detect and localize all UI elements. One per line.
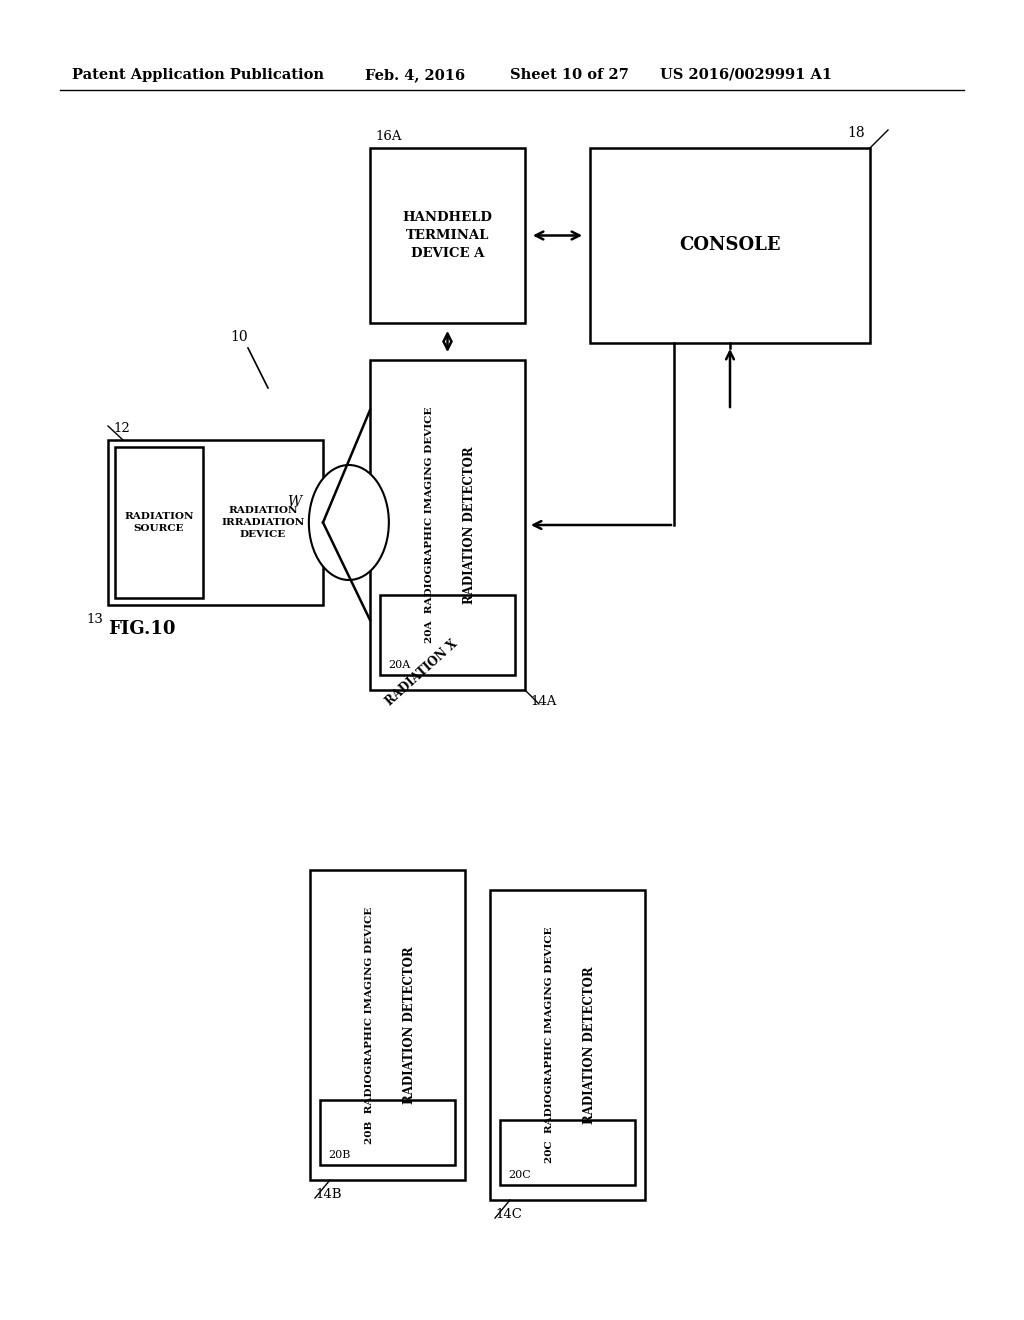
Bar: [310, 870, 465, 1180]
Text: 13: 13: [86, 612, 103, 626]
Bar: [319, 1100, 455, 1166]
Text: 20B: 20B: [328, 1150, 350, 1160]
Text: 16A: 16A: [375, 129, 401, 143]
Text: RADIATION
SOURCE: RADIATION SOURCE: [124, 512, 194, 533]
Bar: [108, 440, 323, 605]
Bar: [380, 595, 515, 675]
Text: 20A  RADIOGRAPHIC IMAGING DEVICE: 20A RADIOGRAPHIC IMAGING DEVICE: [425, 407, 434, 643]
Text: 14C: 14C: [495, 1208, 522, 1221]
Text: 20A: 20A: [388, 660, 411, 671]
Bar: [370, 360, 525, 690]
Text: HANDHELD
TERMINAL
DEVICE A: HANDHELD TERMINAL DEVICE A: [402, 211, 493, 260]
Text: Feb. 4, 2016: Feb. 4, 2016: [365, 69, 465, 82]
Bar: [115, 447, 203, 598]
Bar: [500, 1119, 635, 1185]
Text: RADIATION DETECTOR: RADIATION DETECTOR: [463, 446, 476, 603]
Text: 14A: 14A: [530, 696, 556, 708]
Text: 10: 10: [230, 330, 248, 345]
Text: 20C  RADIOGRAPHIC IMAGING DEVICE: 20C RADIOGRAPHIC IMAGING DEVICE: [545, 927, 554, 1163]
Text: 12: 12: [113, 422, 130, 436]
Text: 18: 18: [848, 125, 865, 140]
Bar: [490, 890, 645, 1200]
Text: W: W: [287, 495, 301, 510]
Text: FIG.10: FIG.10: [108, 620, 175, 638]
Bar: [590, 148, 870, 343]
Text: US 2016/0029991 A1: US 2016/0029991 A1: [660, 69, 833, 82]
Text: CONSOLE: CONSOLE: [679, 236, 780, 255]
Text: RADIATION X: RADIATION X: [383, 638, 460, 709]
Text: Patent Application Publication: Patent Application Publication: [72, 69, 324, 82]
Text: RADIATION
IRRADIATION
DEVICE: RADIATION IRRADIATION DEVICE: [221, 506, 304, 539]
Ellipse shape: [309, 465, 389, 579]
Text: RADIATION DETECTOR: RADIATION DETECTOR: [583, 966, 596, 1123]
Text: 20C: 20C: [508, 1170, 530, 1180]
Text: 14B: 14B: [315, 1188, 341, 1201]
Text: RADIATION DETECTOR: RADIATION DETECTOR: [403, 946, 416, 1104]
Text: 20B  RADIOGRAPHIC IMAGING DEVICE: 20B RADIOGRAPHIC IMAGING DEVICE: [365, 907, 374, 1143]
Text: Sheet 10 of 27: Sheet 10 of 27: [510, 69, 629, 82]
Bar: [370, 148, 525, 323]
